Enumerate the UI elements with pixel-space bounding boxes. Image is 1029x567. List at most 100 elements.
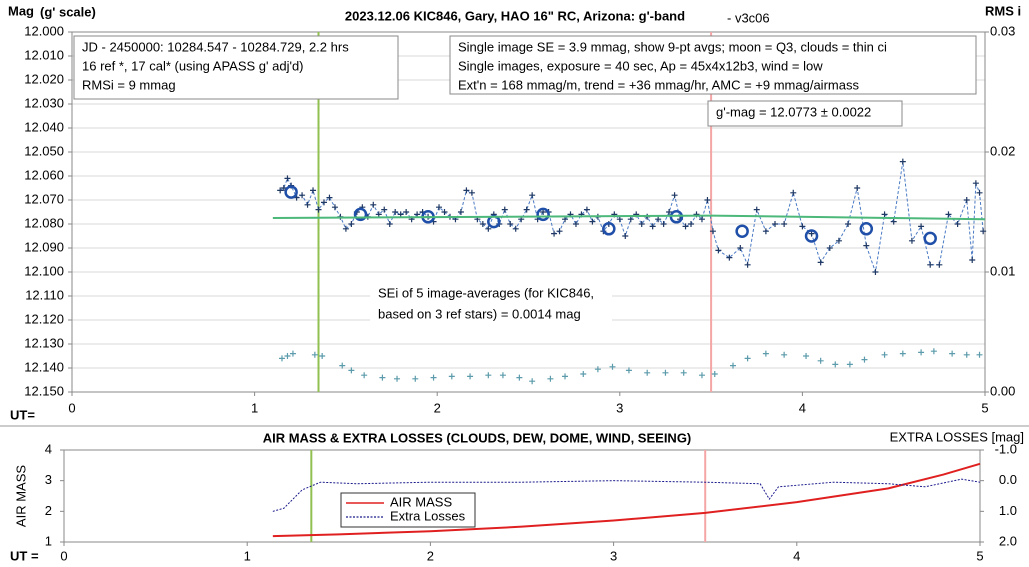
point [963, 197, 970, 203]
y-tick-label: 12.020 [24, 71, 64, 86]
point [485, 372, 492, 379]
average-point [923, 231, 937, 246]
point [930, 348, 937, 355]
point [826, 245, 833, 251]
point [284, 175, 291, 182]
point [594, 366, 601, 373]
point [980, 228, 987, 235]
point [609, 363, 616, 370]
annotation-text: Ext'n = 168 mmag/m, trend = +36 mmag/hr,… [458, 77, 859, 92]
y-tick-label: 3 [45, 472, 52, 487]
annotation-text: 16 ref *, 17 cal* (using APASS g' adj'd) [82, 58, 304, 73]
point [799, 223, 806, 230]
point [899, 350, 906, 357]
series-line [279, 161, 984, 273]
point [835, 237, 842, 244]
x-tick-label: 3 [616, 400, 623, 415]
point [392, 209, 399, 215]
plot-frame [63, 449, 981, 543]
legend-label: Extra Losses [390, 508, 466, 523]
point [737, 245, 744, 251]
point [468, 189, 475, 196]
point [523, 206, 530, 213]
y-tick-label: 12.090 [24, 239, 64, 254]
point [662, 369, 669, 376]
point [845, 221, 852, 227]
point [348, 221, 355, 227]
point [326, 194, 333, 201]
y-tick-label: 4 [45, 441, 52, 456]
y2-tick-label: 0.02 [990, 143, 1015, 158]
point [660, 221, 667, 227]
annotation-text: based on 3 ref stars) = 0.0014 mag [378, 306, 581, 321]
legend-label: AIR MASS [390, 494, 452, 509]
point [485, 225, 492, 232]
point [698, 372, 705, 379]
point [881, 351, 888, 358]
y-tick-label: 12.130 [24, 335, 64, 350]
x-tick-label: 4 [799, 400, 806, 415]
point [436, 204, 443, 211]
y-tick-label: 12.080 [24, 215, 64, 230]
average-point [602, 222, 616, 236]
x-tick-label: 2 [427, 548, 434, 563]
y2-axis-label: EXTRA LOSSES [mag] [890, 429, 1024, 444]
average-point [859, 222, 874, 236]
y-tick-label: 12.030 [24, 95, 64, 110]
y-tick-label: 1 [45, 533, 52, 548]
point [945, 211, 952, 218]
point [479, 221, 486, 227]
x-tick-label: 4 [793, 548, 800, 563]
chart-title: AIR MASS & EXTRA LOSSES (CLOUDS, DEW, DO… [263, 430, 692, 445]
x-axis-label: UT = [10, 548, 39, 563]
point [726, 254, 733, 261]
point [375, 211, 382, 218]
point [817, 357, 824, 364]
point [580, 371, 587, 377]
point [467, 373, 474, 380]
annotation-box [73, 35, 399, 100]
point [803, 353, 810, 359]
point [320, 199, 327, 206]
point [644, 369, 651, 376]
y2-tick-label: 0.0 [999, 472, 1017, 487]
point [583, 206, 590, 213]
point [638, 221, 645, 227]
point [709, 228, 716, 235]
y-tick-label: 12.070 [24, 191, 64, 206]
point [666, 209, 673, 215]
point [682, 223, 689, 230]
point [551, 230, 558, 237]
y-tick-label: 12.050 [24, 143, 64, 158]
point [412, 375, 419, 382]
point [547, 375, 554, 382]
x-tick-label: 1 [251, 400, 258, 415]
chart-subtitle: - v3c06 [727, 10, 770, 25]
point [781, 351, 788, 358]
point [918, 223, 925, 230]
point [342, 225, 349, 232]
point [861, 356, 868, 363]
point [386, 221, 393, 227]
y-tick-label: 12.150 [24, 383, 64, 398]
point [304, 201, 311, 208]
annotation-box [370, 282, 612, 330]
point [311, 351, 318, 358]
point [556, 228, 563, 235]
point [370, 201, 377, 208]
point [339, 362, 346, 369]
point [457, 209, 464, 215]
x-tick-label: 2 [434, 400, 441, 415]
point [572, 221, 579, 227]
point [277, 187, 284, 194]
point [529, 378, 536, 385]
point [711, 371, 718, 377]
annotation-text: JD - 2450000: 10284.547 - 10284.729, 2.2… [82, 39, 349, 54]
point [730, 362, 737, 369]
x-tick-label: 3 [610, 548, 617, 563]
point [832, 361, 839, 368]
point [753, 206, 760, 213]
point [622, 233, 629, 239]
